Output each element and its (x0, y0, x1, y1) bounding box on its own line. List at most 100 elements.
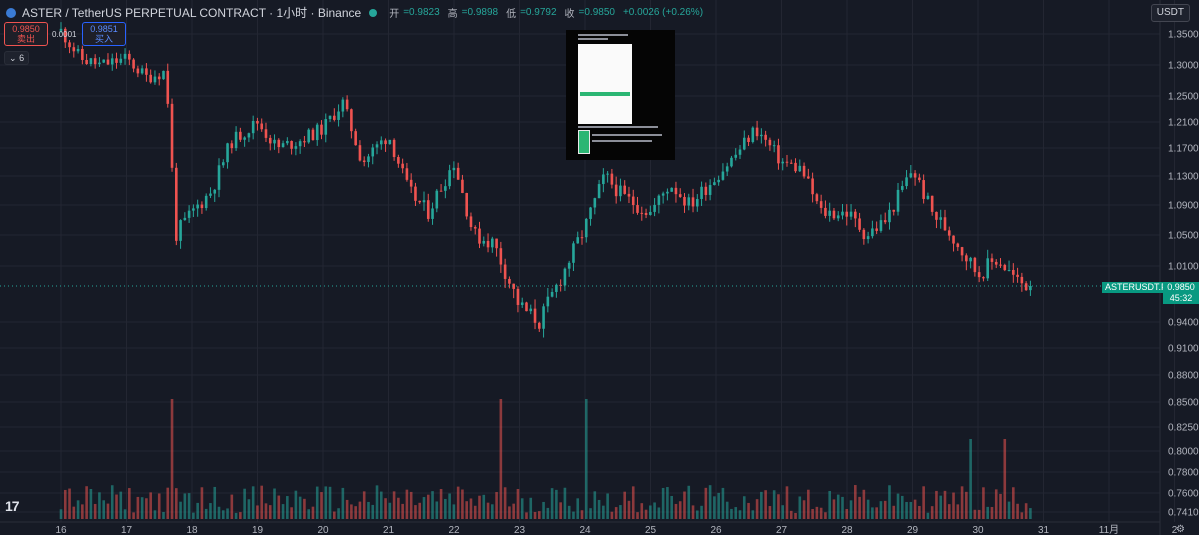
candle-body (294, 146, 298, 149)
volume-bar (866, 499, 870, 519)
sell-label: 卖出 (16, 34, 35, 44)
chart-header: ASTER / TetherUS PERPETUAL CONTRACT · 1小… (6, 4, 703, 21)
candle-body (268, 137, 272, 144)
volume-bar (794, 512, 797, 519)
candle-body (696, 199, 699, 207)
gear-icon[interactable]: ⚙ (1176, 524, 1185, 535)
indicators-toggle-button[interactable]: ⌄ 6 (4, 51, 30, 65)
buy-label: 买入 (94, 34, 113, 44)
candle-body (875, 228, 878, 231)
candle-body (947, 230, 951, 236)
volume-bar (742, 496, 746, 519)
volume-bar (559, 502, 562, 519)
candle-body (580, 237, 584, 239)
volume-bar (371, 504, 375, 519)
volume-bar (824, 512, 827, 519)
candle-body (478, 228, 481, 244)
candle-body (627, 193, 631, 197)
volume-bar (627, 500, 631, 519)
sell-button[interactable]: 0.9850 卖出 (4, 22, 48, 46)
volume-bar (896, 493, 900, 519)
volume-bar (119, 491, 123, 519)
volume-bar (354, 506, 357, 519)
candle-body (649, 211, 652, 215)
volume-bar (196, 502, 199, 519)
volume-bar (918, 505, 921, 519)
volume-bar (956, 504, 960, 519)
price-tick-label: 1.0500 (1168, 231, 1199, 242)
candle-body (140, 68, 144, 74)
volume-bar (683, 491, 686, 519)
close-label: 收 (564, 9, 575, 20)
volume-bar (631, 486, 635, 519)
candle-body (273, 139, 276, 144)
embedded-screenshot-image (566, 30, 675, 160)
volume-bar (298, 496, 302, 519)
candle-body (465, 192, 468, 217)
candle-body (768, 139, 772, 146)
symbol-title[interactable]: ASTER / TetherUS PERPETUAL CONTRACT · 1小… (22, 6, 362, 20)
volume-bar (854, 485, 857, 519)
currency-button[interactable]: USDT (1150, 4, 1190, 22)
volume-bar (555, 489, 558, 519)
candle-body (542, 306, 545, 329)
volume-bar (653, 502, 656, 519)
volume-bar (965, 491, 968, 519)
buy-button[interactable]: 0.9851 买入 (82, 22, 126, 46)
volume-bar (286, 496, 289, 519)
volume-bar (444, 498, 447, 519)
candle-body (175, 167, 178, 241)
candle-body (81, 48, 84, 60)
candle-body (555, 284, 558, 292)
candle-body (200, 204, 204, 209)
volume-bar (623, 491, 627, 519)
candle-body (422, 200, 426, 203)
candle-body (256, 120, 259, 124)
last-price: 0.9850 (1167, 282, 1195, 292)
volume-bar (892, 505, 896, 519)
volume-bar (849, 500, 853, 519)
candle-body (789, 162, 793, 164)
time-tick-label: 22 (448, 525, 460, 535)
volume-bar (947, 504, 951, 519)
candle-body (653, 204, 656, 212)
volume-bar (221, 510, 225, 519)
candle-body (397, 157, 400, 164)
candle-body (311, 129, 315, 141)
volume-bar (640, 503, 644, 519)
candle-body (986, 258, 989, 279)
volume-bar (913, 499, 917, 519)
candle-body (546, 296, 550, 307)
candle-body (845, 211, 849, 217)
price-tick-label: 0.9100 (1168, 344, 1199, 355)
volume-bar (294, 490, 298, 519)
volume-bar (213, 486, 217, 519)
candle-body (772, 145, 776, 147)
volume-bar (153, 510, 157, 519)
volume-bar (798, 496, 802, 519)
candle-body (63, 28, 67, 43)
candle-body (123, 53, 127, 59)
candle-body (832, 210, 836, 219)
price-tick-label: 0.7600 (1168, 489, 1199, 500)
candle-body (559, 284, 562, 286)
candle-body (674, 187, 678, 195)
candle-body (900, 186, 904, 190)
volume-bar (807, 489, 810, 519)
tradingview-logo[interactable]: 17 (5, 498, 20, 514)
volume-bar (307, 509, 310, 519)
volume-bar (422, 497, 426, 519)
volume-bar (546, 507, 550, 519)
candle-body (977, 272, 981, 278)
volume-bar (162, 512, 165, 519)
candle-body (713, 182, 716, 186)
volume-bar (333, 511, 336, 519)
candle-body (930, 195, 934, 212)
candle-body (973, 257, 977, 273)
candle-body (230, 143, 234, 149)
volume-bar (290, 507, 293, 519)
volume-bar (115, 494, 118, 519)
volume-bar (969, 439, 972, 519)
candle-body (76, 48, 80, 52)
